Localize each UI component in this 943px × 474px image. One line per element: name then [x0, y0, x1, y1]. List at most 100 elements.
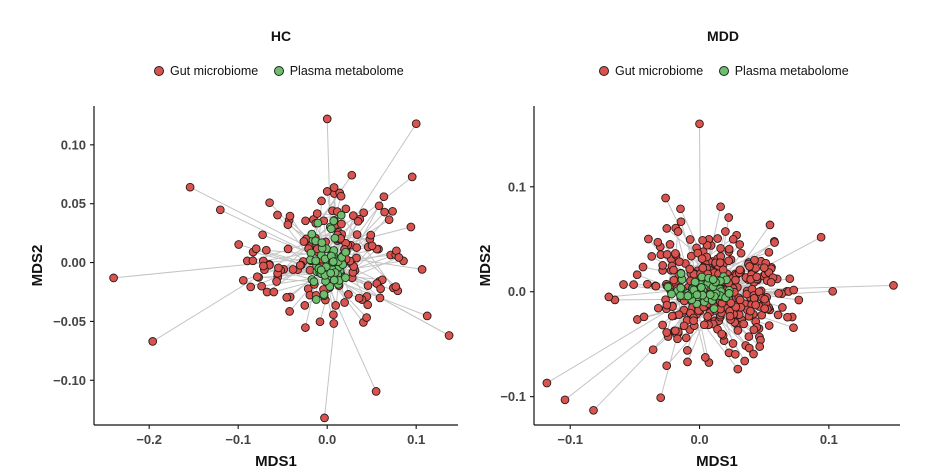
gut-microbiome-point [261, 245, 271, 255]
gut-microbiome-point [185, 182, 195, 192]
gut-microbiome-point [285, 211, 295, 221]
gut-microbiome-point [724, 256, 734, 266]
gut-microbiome-point [376, 284, 385, 294]
gut-microbiome-point [629, 280, 638, 289]
gut-microbiome-point [716, 243, 725, 253]
gut-microbiome-point [700, 353, 710, 362]
gut-microbiome-point [764, 321, 774, 330]
plasma-metabolome-point [309, 277, 319, 287]
gut-microbiome-point [749, 325, 759, 335]
gut-microbiome-point [265, 198, 274, 208]
gut-microbiome-point [683, 357, 692, 367]
y-axis-title: MDS2 [477, 245, 494, 287]
x-tick-label: −0.1 [225, 432, 251, 447]
gut-microbiome-point [713, 234, 722, 243]
gut-microbiome-point [391, 282, 401, 291]
x-tick-label: 0.0 [318, 432, 336, 447]
gut-microbiome-point [739, 319, 749, 329]
gut-microbiome-point [283, 220, 293, 230]
gut-microbiome-point [673, 334, 682, 344]
gut-microbiome-point [773, 310, 783, 320]
gut-microbiome-point [745, 262, 754, 271]
gut-microbiome-point [367, 241, 377, 251]
gut-microbiome-point [735, 295, 745, 305]
gut-microbiome-point [726, 298, 736, 308]
gut-microbiome-point [676, 217, 686, 227]
gut-microbiome-point [604, 292, 614, 302]
gut-microbiome-point [347, 170, 357, 180]
gut-microbiome-point [828, 286, 838, 296]
plasma-metabolome-point [663, 282, 673, 292]
gut-microbiome-point [669, 275, 679, 285]
gut-microbiome-point [375, 293, 385, 303]
gut-microbiome-point [248, 256, 258, 266]
gut-microbiome-point [352, 243, 362, 252]
gut-microbiome-point [295, 260, 305, 270]
gut-microbiome-point [749, 349, 758, 359]
plasma-metabolome-point [667, 289, 676, 299]
gut-microbiome-point [685, 235, 695, 244]
gut-microbiome-point [359, 208, 369, 218]
gut-microbiome-point [632, 270, 642, 280]
gut-microbiome-point [766, 277, 776, 287]
gut-microbiome-point [638, 262, 648, 272]
legend-item-plasma-metabolome: Plasma metabolome [273, 64, 404, 78]
gut-microbiome-point [411, 119, 421, 129]
gut-microbiome-point [322, 187, 332, 196]
gut-microbiome-point [246, 282, 256, 292]
gut-microbiome-point [653, 303, 663, 313]
legend-item-gut-microbiome: Gut microbiome [154, 64, 258, 78]
gut-microbiome-point [759, 263, 769, 273]
legend-label-plasma: Plasma metabolome [289, 64, 404, 78]
gut-microbiome-point [683, 346, 692, 355]
gut-microbiome-point [444, 331, 454, 340]
gut-microbiome-point [774, 289, 783, 298]
gut-microbiome-point [744, 343, 754, 353]
edge-line [337, 254, 396, 275]
gut-microbiome-point [354, 293, 364, 303]
gut-microbiome-point [673, 227, 683, 236]
edge-line [338, 196, 385, 281]
gut-microbiome-point [658, 261, 668, 270]
panel-title-hc: HC [270, 28, 292, 44]
gut-microbiome-point [746, 306, 755, 316]
gut-microbiome-point [662, 250, 672, 259]
gut-microbiome-point [695, 119, 704, 129]
gut-microbiome-point [329, 183, 339, 192]
gut-microbiome-point [619, 280, 628, 289]
gut-microbiome-point [348, 211, 358, 220]
x-axis-title: MDS1 [696, 453, 738, 470]
legend-swatch-plasma [273, 66, 284, 76]
gut-microbiome-point [363, 300, 373, 310]
plasma-metabolome-point [692, 290, 702, 300]
gut-microbiome-point [816, 232, 826, 242]
gut-microbiome-point [299, 237, 309, 246]
gut-microbiome-point [366, 230, 376, 240]
gut-microbiome-point [340, 298, 349, 307]
chart-hc: −0.2 −0.1 0.0 0.1 −0.10 −0.05 0.00 0.05 0.10 MDS1… [29, 106, 458, 470]
gut-microbiome-point [589, 405, 598, 415]
gut-microbiome-point [733, 364, 743, 374]
series-gut-microbiome [542, 119, 898, 415]
gut-microbiome-point [252, 272, 262, 282]
gut-microbiome-point [651, 281, 661, 291]
gut-microbiome-point [285, 307, 294, 316]
gut-microbiome-point [783, 312, 792, 322]
series-plasma-metabolome [663, 269, 734, 314]
gut-microbiome-point [148, 337, 158, 346]
gut-microbiome-point [417, 265, 427, 274]
y-tick-label: 0.0 [508, 284, 526, 299]
gut-microbiome-point [312, 209, 322, 218]
series-plasma-metabolome [305, 210, 350, 304]
gut-microbiome-point [755, 342, 765, 351]
gut-microbiome-point [662, 328, 672, 337]
gut-microbiome-point [407, 172, 417, 182]
gut-microbiome-point [715, 258, 725, 268]
gut-microbiome-point [329, 310, 338, 320]
x-tick-label: −0.1 [557, 432, 583, 447]
chart-mdd: −0.1 0.0 0.1 −0.1 0.0 0.1 MDS1 MDS2 [477, 106, 900, 470]
y-tick-label: 0.10 [61, 137, 86, 152]
x-tick-label: 0.1 [407, 432, 425, 447]
plasma-metabolome-point [328, 257, 338, 266]
gut-microbiome-point [109, 273, 118, 283]
